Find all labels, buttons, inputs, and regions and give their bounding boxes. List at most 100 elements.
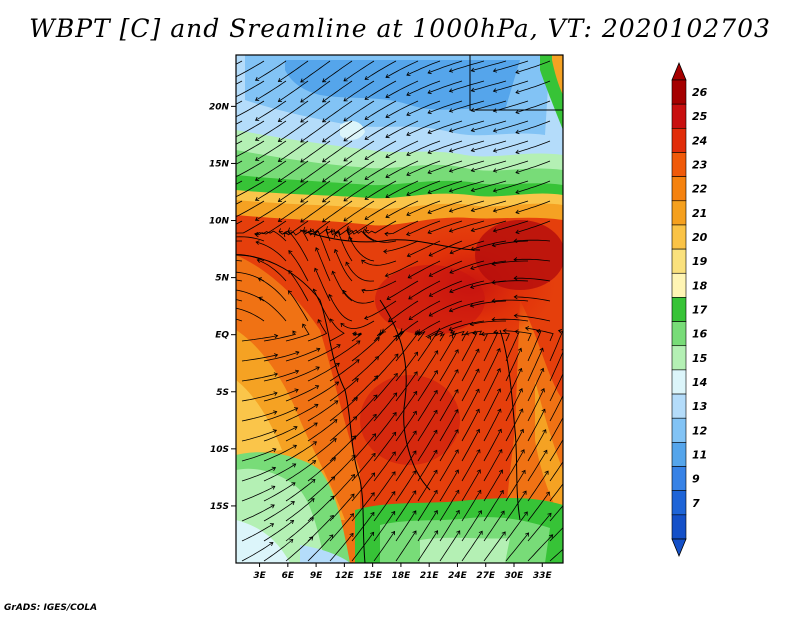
streamline-arrowhead (501, 531, 506, 536)
streamline (361, 259, 397, 266)
streamline (493, 220, 529, 232)
streamline (254, 220, 287, 236)
streamline-arrowhead (350, 474, 355, 479)
streamline-arrowhead (364, 95, 369, 100)
streamline (373, 353, 399, 382)
streamline-arrowhead (497, 408, 502, 413)
streamline-arrowhead (388, 318, 393, 323)
streamline (342, 290, 375, 304)
streamline-arrowhead (364, 115, 369, 120)
streamline (329, 474, 355, 502)
streamline (263, 463, 296, 482)
streamline-arrowhead (317, 319, 322, 324)
streamline (493, 80, 529, 92)
streamline-arrowhead (345, 261, 350, 266)
streamline-arrowhead (536, 329, 541, 334)
streamline-arrowhead (283, 233, 288, 238)
streamline-arrowhead (475, 348, 480, 353)
streamline (417, 410, 438, 442)
streamline (439, 429, 459, 462)
streamline (439, 449, 459, 482)
streamline (427, 60, 463, 74)
streamline-arrowhead (470, 67, 475, 73)
streamline-arrowhead (543, 449, 548, 454)
streamline-arrowhead (325, 226, 331, 231)
streamline (300, 120, 331, 143)
streamline (385, 80, 419, 98)
streamline (492, 280, 529, 284)
streamline (449, 260, 485, 274)
colorbar-segment (671, 248, 687, 274)
streamline-arrowhead (406, 231, 411, 237)
streamline (527, 388, 545, 422)
streamline-arrowhead (312, 460, 317, 465)
streamline (236, 236, 265, 242)
streamline-arrowhead (433, 449, 438, 454)
streamline (288, 230, 309, 262)
streamline-arrowhead (332, 438, 337, 443)
streamline-arrowhead (270, 504, 275, 509)
streamline-arrowhead (391, 490, 396, 496)
streamline-arrowhead (340, 322, 345, 327)
streamline-arrowhead (515, 169, 520, 175)
streamline-arrowhead (521, 469, 526, 475)
streamline-arrowhead (315, 366, 320, 371)
streamline-arrowhead (209, 73, 213, 77)
streamline-arrowhead (209, 93, 213, 97)
streamline-arrowhead (255, 232, 260, 238)
streamline (241, 448, 277, 462)
map-frame (235, 54, 564, 564)
streamline (428, 320, 463, 336)
streamline-arrowhead (428, 272, 433, 277)
streamline (549, 461, 563, 482)
colorbar-label: 23 (692, 159, 708, 172)
lon-tick-label: 6E (282, 571, 295, 581)
streamline (373, 451, 396, 482)
streamline-arrowhead (322, 78, 327, 83)
streamline (407, 240, 441, 257)
streamline-arrowhead (370, 492, 375, 497)
streamline-arrowhead (448, 307, 454, 313)
streamline-arrowhead (277, 158, 282, 162)
streamline (461, 409, 480, 442)
streamline (493, 160, 529, 172)
streamline (285, 498, 315, 522)
streamline (278, 160, 309, 182)
longitude-axis: 3E 6E 9E 12E 15E 18E 21E 24E 27E 30E 33E (253, 563, 552, 581)
streamline (258, 297, 287, 322)
streamline (483, 348, 501, 382)
streamline-arrowhead (406, 211, 411, 216)
streamline (406, 220, 441, 236)
arrow-down-icon (671, 538, 687, 558)
streamline-arrowhead (517, 347, 523, 352)
streamline-arrowhead (475, 388, 480, 393)
streamline-arrowhead (448, 228, 454, 233)
streamline (241, 354, 278, 362)
streamline-arrowhead (346, 225, 351, 230)
streamline-arrowhead (273, 372, 279, 377)
streamline-arrowhead (316, 347, 321, 352)
streamline (285, 517, 314, 542)
streamline-arrowhead (209, 133, 213, 137)
streamline-arrowhead (269, 523, 275, 528)
streamline (373, 373, 398, 402)
streamline (471, 200, 507, 212)
streamline-arrowhead (515, 189, 520, 195)
streamline (527, 409, 546, 442)
streamline-arrowhead (300, 138, 305, 143)
streamline-arrowhead (207, 314, 210, 318)
streamline-arrowhead (562, 390, 563, 391)
colorbar-segment (671, 321, 687, 347)
streamline-arrowhead (492, 148, 498, 153)
streamline (364, 140, 397, 160)
colorbar-label: 24 (692, 134, 707, 147)
streamline (527, 368, 544, 402)
streamline (417, 490, 438, 522)
streamline (283, 229, 309, 242)
colorbar-label: 20 (692, 231, 708, 244)
colorbar-segment (671, 297, 687, 322)
streamline (263, 482, 296, 502)
streamline-arrowhead (515, 109, 520, 115)
streamline-arrowhead (322, 178, 327, 183)
streamline (236, 220, 243, 225)
